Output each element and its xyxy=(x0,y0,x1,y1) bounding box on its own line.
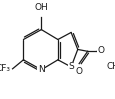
Text: OH: OH xyxy=(34,3,48,12)
Text: N: N xyxy=(38,65,44,74)
Text: CH₃: CH₃ xyxy=(105,62,115,71)
Text: O: O xyxy=(75,67,82,76)
Text: S: S xyxy=(68,62,73,71)
Text: O: O xyxy=(97,46,104,55)
Text: CF₃: CF₃ xyxy=(0,64,11,73)
